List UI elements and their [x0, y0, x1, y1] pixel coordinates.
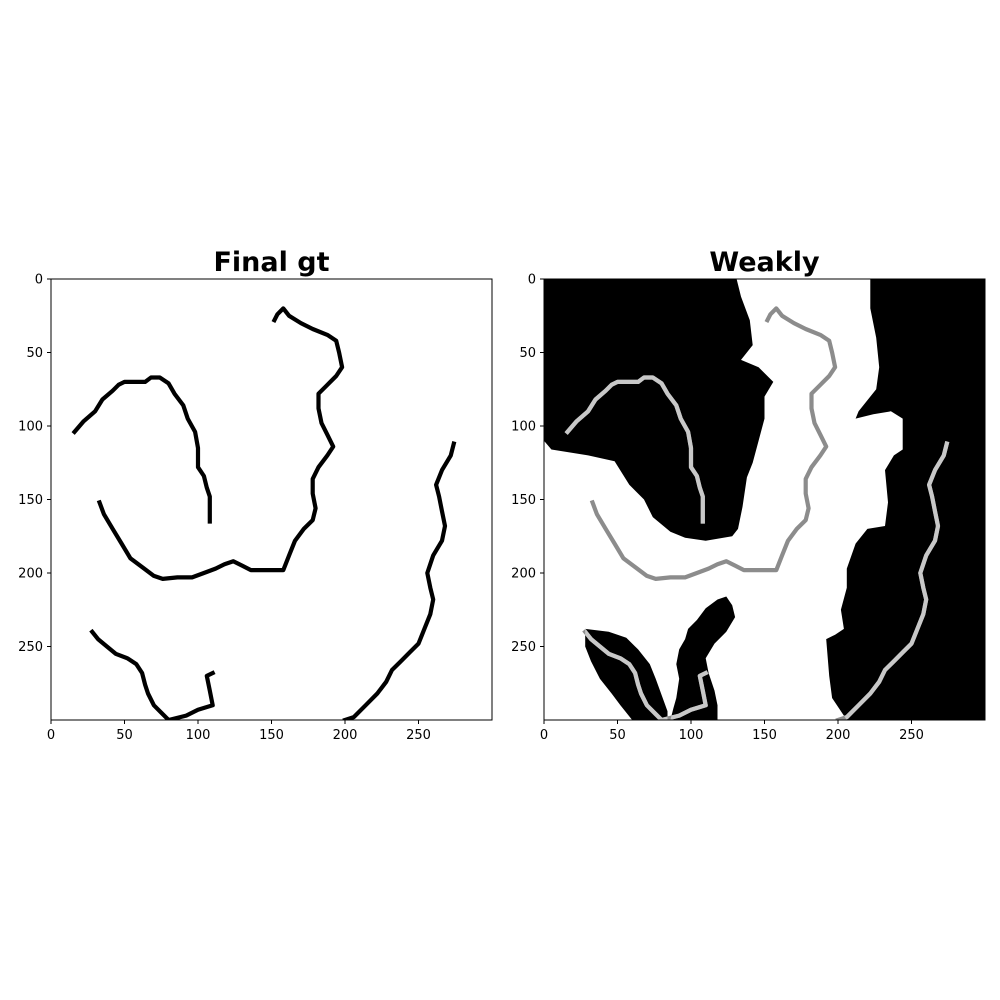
x-tick-label: 100 [186, 728, 211, 743]
x-tick-label: 0 [540, 728, 548, 743]
x-axis-ticks: 0 50 100 150 200 250 [540, 720, 924, 743]
y-axis-ticks: 0 50 100 150 200 250 [511, 273, 544, 655]
y-tick-label: 100 [18, 420, 43, 435]
x-axis-ticks: 0 50 100 150 200 250 [47, 720, 431, 743]
y-tick-label: 250 [18, 640, 43, 655]
y-tick-label: 50 [26, 346, 43, 361]
x-tick-label: 100 [679, 728, 704, 743]
weak-curve-on-mask [582, 628, 665, 720]
gt-curve [71, 375, 212, 524]
mask-region [544, 279, 774, 541]
y-tick-label: 150 [511, 493, 536, 508]
x-tick-label: 250 [406, 728, 431, 743]
x-tick-label: 150 [752, 728, 777, 743]
weak-curve-on-mask [835, 441, 950, 720]
gt-curve [342, 441, 457, 720]
x-tick-label: 150 [259, 728, 284, 743]
y-axis-ticks: 0 50 100 150 200 250 [18, 273, 51, 655]
panel-weakly: Weakly 0 50 100 150 200 250 0 50 100 150 200 250 [511, 247, 986, 743]
x-tick-label: 250 [899, 728, 924, 743]
gt-curves [71, 306, 457, 720]
mask-region [826, 279, 985, 720]
y-tick-label: 0 [528, 273, 536, 288]
weak-mask-regions [544, 279, 985, 720]
x-tick-label: 50 [609, 728, 626, 743]
x-tick-label: 200 [333, 728, 358, 743]
panel-final-gt: Final gt 0 50 100 150 200 250 0 50 100 150 200 250 [18, 247, 493, 743]
gt-curve [89, 628, 172, 720]
panel-title: Weakly [709, 247, 820, 278]
x-tick-label: 0 [47, 728, 55, 743]
y-tick-label: 150 [18, 493, 43, 508]
panel-title: Final gt [213, 247, 329, 278]
y-tick-label: 200 [18, 567, 43, 582]
weak-curve [589, 306, 838, 582]
weak-curve-on-mask [659, 670, 709, 720]
x-tick-label: 50 [116, 728, 133, 743]
y-tick-label: 100 [511, 420, 536, 435]
x-tick-label: 200 [826, 728, 851, 743]
y-tick-label: 50 [519, 346, 536, 361]
y-tick-label: 250 [511, 640, 536, 655]
gt-curve [166, 670, 216, 720]
weak-curve-on-mask [564, 375, 705, 524]
y-tick-label: 200 [511, 567, 536, 582]
mask-region [670, 596, 736, 720]
y-tick-label: 0 [35, 273, 43, 288]
gt-curve [96, 306, 345, 582]
